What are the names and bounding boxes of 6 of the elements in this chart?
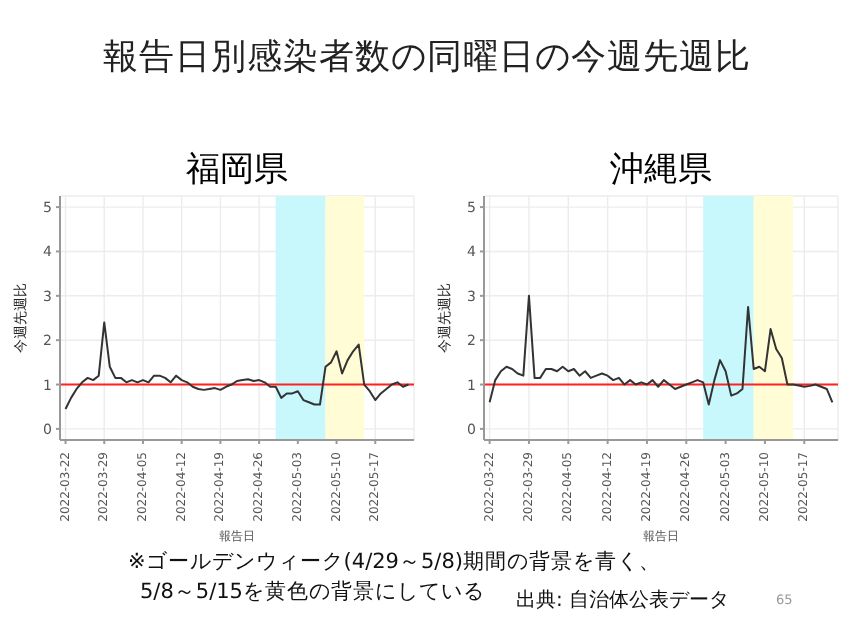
text: 報告日別感染者数の同曜日の今週先週比: [101, 36, 753, 80]
text: ※ゴールデンウィーク(4/29～5/8)期間の背景を青く、: [128, 548, 661, 576]
source-note: 出典: 自治体公表データ: [516, 587, 730, 614]
chart-title: 福岡県: [184, 148, 290, 192]
chart-title: 沖縄県: [608, 148, 714, 192]
text: 5/8～5/15を黄色の背景にしている: [140, 578, 485, 606]
